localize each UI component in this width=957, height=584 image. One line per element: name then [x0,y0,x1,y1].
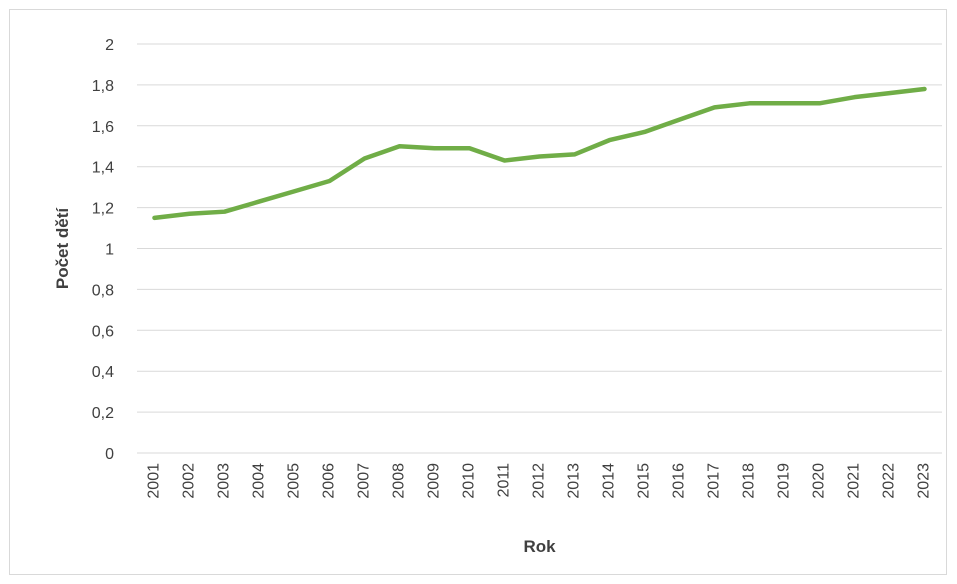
y-tick-label: 1,4 [92,160,114,177]
y-tick-label: 2 [105,37,114,54]
x-tick-label: 2001 [146,463,163,499]
x-tick-label: 2021 [846,463,863,499]
x-tick-label: 2017 [706,463,723,499]
y-tick-label: 0 [105,446,114,463]
y-tick-label: 0,8 [92,282,114,299]
x-axis-tick-labels: 2001 2002 2003 2004 2005 2006 2007 2008 2009 2010… [146,463,933,499]
x-tick-label: 2008 [391,463,408,499]
x-tick-label: 2010 [461,463,478,499]
x-tick-label: 2019 [776,463,793,499]
y-tick-label: 1,2 [92,201,114,218]
x-tick-label: 2022 [881,463,898,499]
y-tick-label: 0,4 [92,364,114,381]
y-tick-label: 0,6 [92,323,114,340]
x-axis-title: Rok [523,537,556,556]
y-axis-tick-labels: 0 0,2 0,4 0,6 0,8 1 1,2 1,4 1,6 1,8 2 [92,37,114,463]
y-tick-label: 1,8 [92,78,114,95]
x-tick-label: 2005 [286,463,303,499]
series-group [152,86,927,221]
y-tick-label: 1 [105,242,114,259]
x-tick-label: 2002 [181,463,198,499]
gridlines [137,43,942,454]
x-tick-label: 2018 [741,463,758,499]
x-tick-label: 2016 [671,463,688,499]
series-line [152,86,927,221]
x-tick-label: 2015 [636,463,653,499]
x-tick-label: 2023 [916,463,933,499]
y-tick-label: 0,2 [92,405,114,422]
x-tick-label: 2011 [496,463,513,498]
x-tick-label: 2012 [531,463,548,499]
x-tick-label: 2013 [566,463,583,499]
x-tick-label: 2004 [251,463,268,499]
x-tick-label: 2009 [426,463,443,499]
x-tick-label: 2007 [356,463,373,499]
y-axis-title: Počet dětí [53,207,72,290]
x-tick-label: 2006 [321,463,338,499]
y-tick-label: 1,6 [92,119,114,136]
x-tick-label: 2014 [601,463,618,499]
x-tick-label: 2020 [811,463,828,499]
x-tick-label: 2003 [216,463,233,499]
